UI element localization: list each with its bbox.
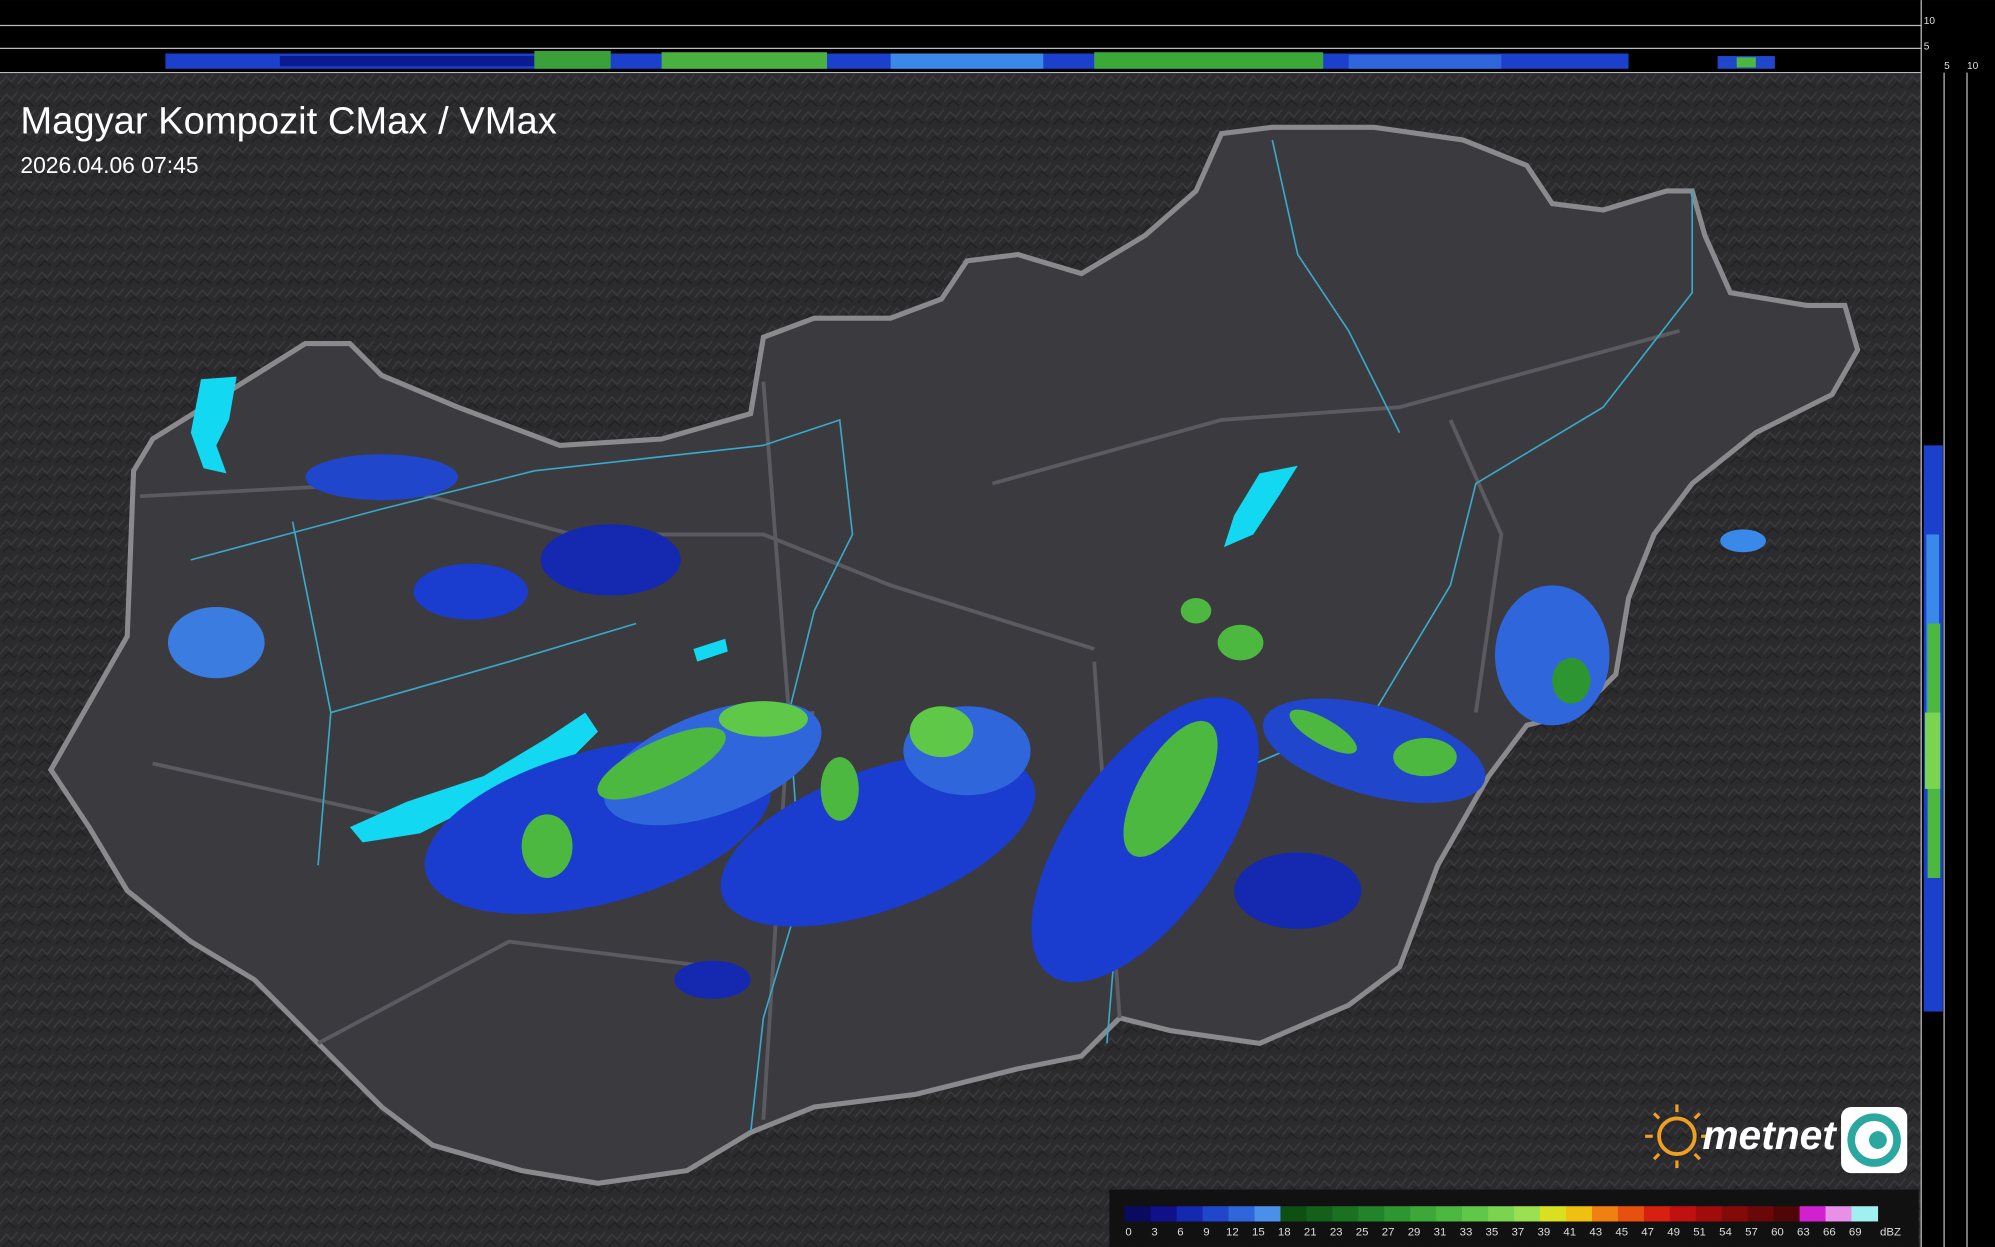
legend-label: 3 [1151,1226,1157,1238]
legend-label: 29 [1408,1226,1421,1238]
strip-lines [0,24,1995,74]
legend-label: 60 [1771,1226,1784,1238]
legend: 0 3 6 9 12 15 18 21 23 25 27 29 31 33 35 37 39 41 43 45 47 49… [1124,1206,1901,1238]
country-outline [47,124,1861,1186]
legend-label: 47 [1641,1226,1654,1238]
legend-swatch [1176,1206,1204,1222]
legend-label: 25 [1356,1226,1369,1238]
legend-label: 66 [1823,1226,1836,1238]
legend-label: 27 [1382,1226,1395,1238]
strip-label: 10 [1924,16,1936,27]
legend-label: 69 [1849,1226,1862,1238]
legend-swatch [1150,1206,1178,1222]
legend-swatch [1773,1206,1801,1222]
legend-swatch [1280,1206,1308,1222]
logo-text: metnet [1702,1112,1837,1158]
legend-label: 0 [1125,1226,1131,1238]
legend-unit: dBZ [1880,1226,1901,1238]
legend-label: 49 [1667,1226,1680,1238]
title: Magyar Kompozit CMax / VMax [20,100,556,143]
legend-swatch [1643,1206,1671,1222]
legend-label: 23 [1330,1226,1343,1238]
precipitation [167,454,1766,999]
legend-label: 54 [1719,1226,1732,1238]
legend-label: 43 [1589,1226,1602,1238]
strip-label: 10 [1967,61,1979,72]
lakes [190,376,1298,843]
legend-swatch [1462,1206,1489,1222]
legend-swatch [1410,1206,1437,1222]
legend-swatch [1358,1206,1385,1222]
strip-lines [1920,0,1968,1247]
legend-swatch [1384,1206,1411,1222]
legend-swatch [1669,1206,1697,1222]
legend-label: 21 [1304,1226,1317,1238]
legend-swatch [1228,1206,1256,1222]
strip-label: 5 [1944,61,1950,72]
legend-label: 63 [1797,1226,1810,1238]
legend-swatch [1565,1206,1593,1222]
legend-swatch [1825,1206,1853,1222]
legend-label: 35 [1486,1226,1499,1238]
legend-swatch [1617,1206,1645,1222]
legend-label: 41 [1563,1226,1576,1238]
legend-label: 6 [1177,1226,1183,1238]
legend-swatch [1514,1206,1541,1222]
timestamp: 2026.04.06 07:45 [20,152,198,178]
legend-label: 45 [1615,1226,1628,1238]
legend-label: 15 [1252,1226,1265,1238]
legend-swatch [1488,1206,1515,1222]
legend-swatch [1202,1206,1230,1222]
legend-label: 51 [1693,1226,1706,1238]
legend-swatch [1591,1206,1619,1222]
legend-label: 12 [1226,1226,1239,1238]
legend-swatch [1799,1206,1827,1222]
legend-swatch [1124,1206,1152,1222]
right-strip-echo [1923,445,1943,1012]
legend-swatch [1695,1206,1723,1222]
legend-label: 33 [1460,1226,1473,1238]
top-strip-echo [165,50,1775,69]
legend-label: 57 [1745,1226,1758,1238]
legend-swatch [1332,1206,1359,1222]
legend-label: 18 [1278,1226,1291,1238]
legend-swatch [1721,1206,1749,1222]
legend-swatch [1747,1206,1775,1222]
legend-swatch [1436,1206,1463,1222]
strip-label: 5 [1924,42,1930,53]
legend-label: 9 [1203,1226,1209,1238]
logo: metnet [1645,1104,1908,1174]
legend-swatch [1306,1206,1334,1222]
legend-label: 31 [1434,1226,1447,1238]
legend-label: 39 [1537,1226,1550,1238]
legend-label: 37 [1512,1226,1525,1238]
legend-swatch [1254,1206,1282,1222]
legend-swatch [1540,1206,1567,1222]
legend-swatch [1851,1206,1879,1222]
